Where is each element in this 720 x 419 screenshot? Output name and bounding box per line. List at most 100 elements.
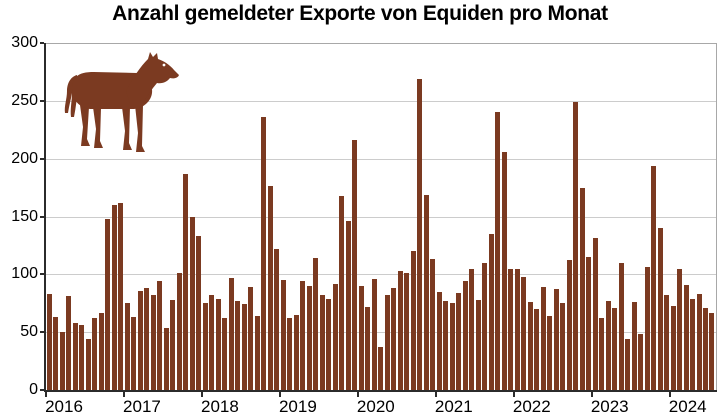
bar [371,278,377,390]
bar [443,300,449,390]
bar [144,288,150,390]
x-tick-mark-2021 [434,392,437,397]
bar [339,195,345,390]
bar [72,322,78,390]
y-tick-label-150: 150 [11,207,38,225]
bar [157,281,163,390]
bar [540,287,546,390]
bar [209,295,215,390]
bar [365,306,371,390]
bar [332,283,338,390]
bar [469,268,475,390]
y-tick-mark [40,42,44,44]
bar [475,299,481,390]
y-tick-label-100: 100 [11,265,38,283]
bar [482,262,488,390]
gridline-150 [46,216,717,218]
y-tick-label-50: 50 [20,323,38,341]
bar [85,339,91,390]
bar [573,102,579,390]
x-tick-mark-2020 [356,392,359,397]
bar [150,295,156,390]
y-tick-mark [40,273,44,276]
gridline-250 [46,100,717,102]
plot-frame-top [46,43,717,44]
bar [651,165,657,390]
x-tick-label-2017: 2017 [123,397,161,416]
bar [326,298,332,390]
y-tick-mark [40,331,44,334]
x-tick-label-2020: 2020 [356,397,395,416]
bar [553,289,559,390]
bar [670,305,676,390]
bar [514,268,520,390]
bar [560,303,566,390]
bar [274,248,280,390]
bar [196,236,202,390]
x-tick-mark-2019 [278,392,281,397]
plot-frame-right [716,43,717,391]
bar [235,300,241,390]
bar [222,318,228,390]
bar [690,298,695,390]
bar [300,281,306,390]
bar [397,270,403,390]
bar [46,294,52,390]
bar [319,295,325,390]
bar [625,339,631,390]
bar [254,315,260,390]
bar [105,218,111,390]
y-tick-mark [40,215,44,218]
bar [644,267,650,390]
bar [79,325,85,390]
y-tick-mark [40,99,44,102]
bar [202,303,208,390]
x-tick-label-2019: 2019 [278,397,317,416]
bar [677,268,682,390]
bar [261,117,267,390]
bar [449,303,455,390]
bar [306,285,312,390]
bar [495,112,501,390]
bar [456,292,462,390]
gridline-100 [46,274,717,276]
bar [631,302,637,390]
x-tick-label-2023: 2023 [590,397,629,416]
bar [189,216,195,390]
bar [417,78,423,390]
y-tick-label-300: 300 [11,34,38,51]
bar [579,187,585,390]
x-tick-label-2022: 2022 [512,397,551,416]
bar [352,140,358,390]
bar [501,151,507,390]
bar [66,296,72,390]
y-tick-mark [40,157,44,160]
horse-icon [64,52,179,152]
bar [59,332,65,390]
bar [709,312,715,390]
bar [92,318,98,390]
bar [566,260,572,390]
bar [280,280,286,390]
x-tick-label-2016: 2016 [45,397,83,416]
y-tick-label-250: 250 [11,91,38,109]
bar [170,299,176,390]
chart-title: Anzahl gemeldeter Exporte von Equiden pr… [112,2,608,25]
gridline-200 [46,158,717,160]
y-tick-label-200: 200 [11,149,38,167]
x-tick-label-2021: 2021 [434,397,473,416]
bar [378,347,384,390]
bar [384,295,390,390]
bar [267,186,273,390]
bar [131,317,137,390]
bar [547,315,553,390]
bar [605,300,611,390]
bar [696,294,702,390]
bar [638,334,644,390]
y-tick-mark [40,389,44,391]
bar [215,298,221,390]
bar [358,285,364,390]
bar [410,251,416,390]
bar [462,281,468,390]
bar [248,287,254,390]
